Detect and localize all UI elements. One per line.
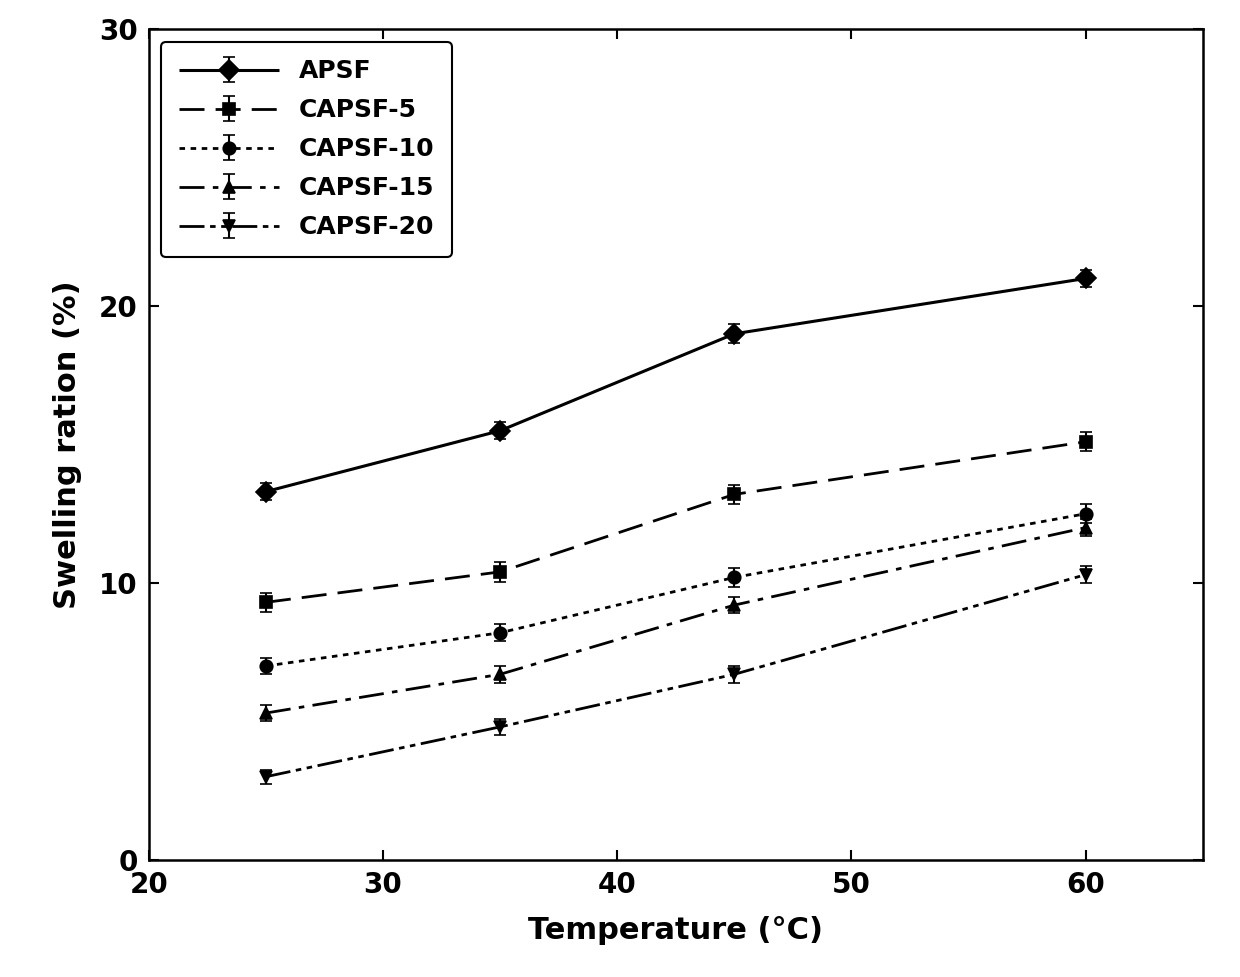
X-axis label: Temperature (°C): Temperature (°C) — [528, 915, 823, 945]
Y-axis label: Swelling ration (%): Swelling ration (%) — [53, 280, 82, 609]
Legend: APSF, CAPSF-5, CAPSF-10, CAPSF-15, CAPSF-20: APSF, CAPSF-5, CAPSF-10, CAPSF-15, CAPSF… — [161, 42, 451, 257]
